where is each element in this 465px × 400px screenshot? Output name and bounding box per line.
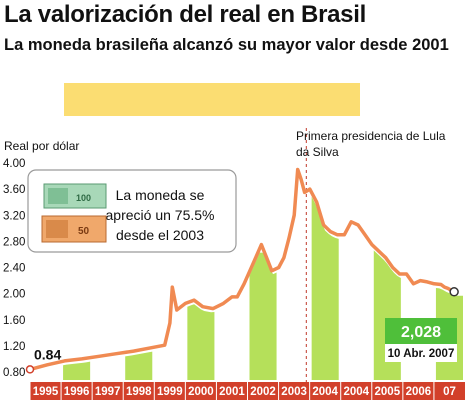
y-tick-label: 3.60 [3, 184, 25, 196]
y-tick-label: 2.40 [3, 263, 25, 275]
end-point-marker [449, 287, 459, 297]
x-tick-label: 07 [443, 386, 456, 398]
callout-line-2: apreció un 75.5% [106, 207, 215, 223]
x-tick-label: 1999 [157, 386, 183, 398]
x-tick-label: 2006 [406, 386, 432, 398]
x-tick-label: 1998 [126, 386, 152, 398]
y-tick-label: 2.80 [3, 236, 25, 248]
x-tick-label: 1996 [64, 386, 90, 398]
year-band [187, 304, 215, 380]
callout-line-3: desde el 2003 [116, 227, 204, 243]
year-band [63, 361, 91, 380]
callout-line-1: La moneda se [116, 187, 205, 203]
y-axis-label: Real por dólar [4, 139, 79, 153]
svg-text:100: 100 [76, 193, 91, 203]
banknotes-icon: 100 50 [41, 183, 107, 243]
x-tick-label: 2001 [219, 386, 245, 398]
end-date-box [385, 344, 457, 362]
page-title: La valorización del real en Brasil [4, 1, 366, 28]
x-axis-labels: 1995 1996 1997 1998 1999 2000 2001 2002 2003 2004… [33, 386, 456, 398]
x-tick-label: 2004 [343, 386, 369, 398]
rate-line [28, 167, 456, 372]
lula-label-line2: da Silva [296, 145, 339, 159]
y-tick-label: 1.20 [3, 341, 25, 353]
start-value-label: 0.84 [34, 346, 61, 362]
end-value-box [385, 318, 457, 344]
lula-label-line1: Primera presidencia de Lula [296, 129, 446, 143]
y-axis-ticks: 4.00 3.60 3.20 2.80 2.40 2.00 1.60 1.20 0.80 [3, 158, 25, 379]
end-date-text: 10 Abr. 2007 [388, 348, 455, 360]
x-tick-label: 2004 [312, 386, 338, 398]
y-tick-label: 0.80 [3, 367, 25, 379]
appreciation-callout: La moneda se apreció un 75.5% desde el 2… [27, 169, 237, 253]
x-tick-label: 1995 [33, 386, 59, 398]
x-tick-label: 1997 [95, 386, 121, 398]
y-tick-label: 1.60 [3, 315, 25, 327]
x-tick-label: 2002 [250, 386, 276, 398]
y-tick-label: 3.20 [3, 210, 25, 222]
year-band [249, 252, 277, 380]
end-value-text: 2,028 [401, 324, 441, 341]
y-tick-label: 2.00 [3, 289, 25, 301]
end-value-callout: 2,028 10 Abr. 2007 [385, 318, 457, 362]
year-band [125, 351, 153, 380]
x-tick-label: 2000 [188, 386, 214, 398]
year-band [311, 196, 339, 380]
x-axis-bar [29, 382, 465, 400]
yellow-highlight-bar [64, 83, 360, 116]
start-point-marker [25, 365, 35, 374]
page-subtitle: La moneda brasileña alcanzó su mayor val… [4, 36, 449, 54]
x-tick-label: 2003 [281, 386, 307, 398]
y-tick-label: 4.00 [3, 158, 25, 170]
svg-text:50: 50 [78, 226, 90, 237]
x-tick-label: 2005 [375, 386, 401, 398]
